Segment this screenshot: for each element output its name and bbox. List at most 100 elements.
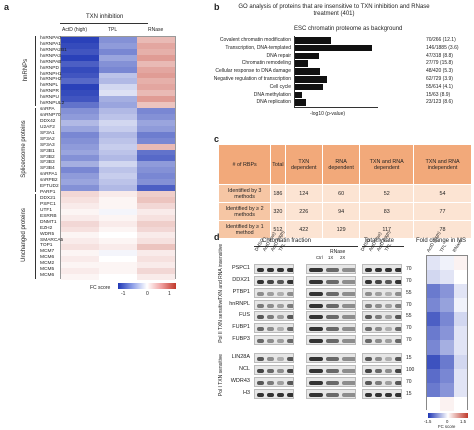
blot-band: [395, 304, 401, 308]
table-cell: Identified by ≥ 1 method: [217, 220, 272, 239]
fold-heat-cell: [427, 382, 441, 397]
heatmap-cell: [99, 137, 137, 144]
heatmap-cell: [61, 119, 99, 126]
total-lysate-label: Total lysate: [364, 238, 395, 244]
blot-band: [365, 292, 372, 296]
heatmap-cell: [99, 102, 137, 109]
row-label: hnRNPUL2: [40, 101, 65, 107]
fold-heat-cell: [427, 326, 441, 341]
blot-band: [325, 381, 340, 385]
fold-heat-cell: [427, 354, 441, 369]
heatmap-row: [61, 179, 175, 186]
blot-band: [309, 327, 323, 331]
fold-heat-cell: [440, 326, 454, 341]
blot-band: [257, 381, 264, 385]
fold-heat-cell: [453, 326, 467, 341]
heatmap-cell: [137, 220, 175, 227]
blot-strip: [306, 276, 356, 286]
heatmap-row: [61, 102, 175, 109]
blot-band: [325, 369, 340, 373]
blot-band: [309, 357, 323, 361]
heatmap-cell: [99, 273, 137, 280]
protein-label: PSPC1: [231, 265, 250, 271]
go-bar: [294, 76, 328, 83]
blot-band: [257, 369, 264, 373]
table-header: RNA dependent: [321, 144, 361, 185]
blot-band: [309, 369, 323, 373]
heatmap-cell: [99, 190, 137, 197]
heatmap-cell: [61, 131, 99, 138]
heatmap-row: [61, 256, 175, 263]
heatmap-cell: [137, 125, 175, 132]
row-label: SF3A3: [40, 142, 55, 148]
fold-heat-cell: [440, 354, 454, 369]
heatmap-row: [61, 54, 175, 61]
fold-heat-cell: [440, 368, 454, 383]
chromatin-bracket: [254, 246, 358, 247]
row-label: snRPA1: [40, 172, 58, 178]
kda-label: 70: [406, 302, 412, 308]
lane-label: 1X: [328, 255, 334, 260]
blot-band: [385, 304, 392, 308]
blot-band: [257, 304, 264, 308]
blot-band: [287, 381, 293, 385]
header-bracket: [60, 23, 148, 24]
heatmap-row: [61, 90, 175, 97]
row-label: snRPB2: [40, 178, 58, 184]
heatmap-cell: [61, 256, 99, 263]
blot-band: [309, 268, 323, 272]
blot-band: [395, 315, 401, 319]
blot-band: [287, 393, 293, 397]
blot-band: [342, 304, 355, 308]
go-bar: [294, 99, 307, 106]
col-actd: ActD (high): [62, 27, 88, 33]
blot-band: [342, 280, 355, 284]
table-cell: 124: [284, 184, 323, 203]
heatmap-cell: [61, 208, 99, 215]
blot-band: [287, 280, 293, 284]
panel-d-label: d: [214, 232, 220, 242]
go-bar: [294, 44, 372, 52]
row-label: DDX42: [40, 118, 56, 124]
row-label: PARP1: [40, 190, 56, 196]
blot-band: [375, 327, 382, 331]
heatmap-row: [61, 108, 175, 114]
bracket-spliceosome: [35, 108, 36, 192]
heatmap-cell: [137, 84, 175, 91]
heatmap-cell: [61, 167, 99, 174]
kda-label: 70: [406, 379, 412, 385]
blot-band: [342, 369, 355, 373]
heatmap-cell: [61, 190, 99, 197]
col-tpl: TPL: [108, 27, 118, 33]
blot-band: [375, 381, 382, 385]
heatmap-cell: [99, 37, 137, 43]
fold-heat-row: [427, 354, 467, 369]
group-hnrnps: hnRNPs: [23, 58, 29, 82]
fold-heat-cell: [427, 270, 441, 285]
fold-heat-row: [427, 326, 467, 341]
blot-band: [375, 369, 382, 373]
blot-band: [375, 315, 382, 319]
fold-heat-cell: [427, 284, 441, 299]
blot-band: [365, 369, 372, 373]
protein-label: H3: [242, 390, 250, 396]
go-bar: [294, 91, 302, 99]
fc-tick-d-1: 0: [446, 419, 449, 424]
heatmap-row: [61, 42, 175, 49]
kda-label: 15: [406, 391, 412, 397]
heatmap-cell: [61, 267, 99, 274]
blot-band: [287, 292, 293, 296]
blot-band: [375, 268, 382, 272]
blot-band: [309, 280, 323, 284]
group-pol2: Pol II TXN sensitive: [218, 299, 224, 343]
table-header: Total: [270, 144, 286, 185]
kda-label: 70: [406, 278, 412, 284]
blot-band: [375, 280, 382, 284]
heatmap-cell: [99, 90, 137, 97]
heatmap-row: [61, 173, 175, 180]
blot-band: [395, 381, 401, 385]
panel-b-label: b: [214, 2, 220, 12]
heatmap-cell: [99, 208, 137, 215]
blot-band: [257, 357, 264, 361]
lane-label: Ctrl: [316, 255, 323, 260]
